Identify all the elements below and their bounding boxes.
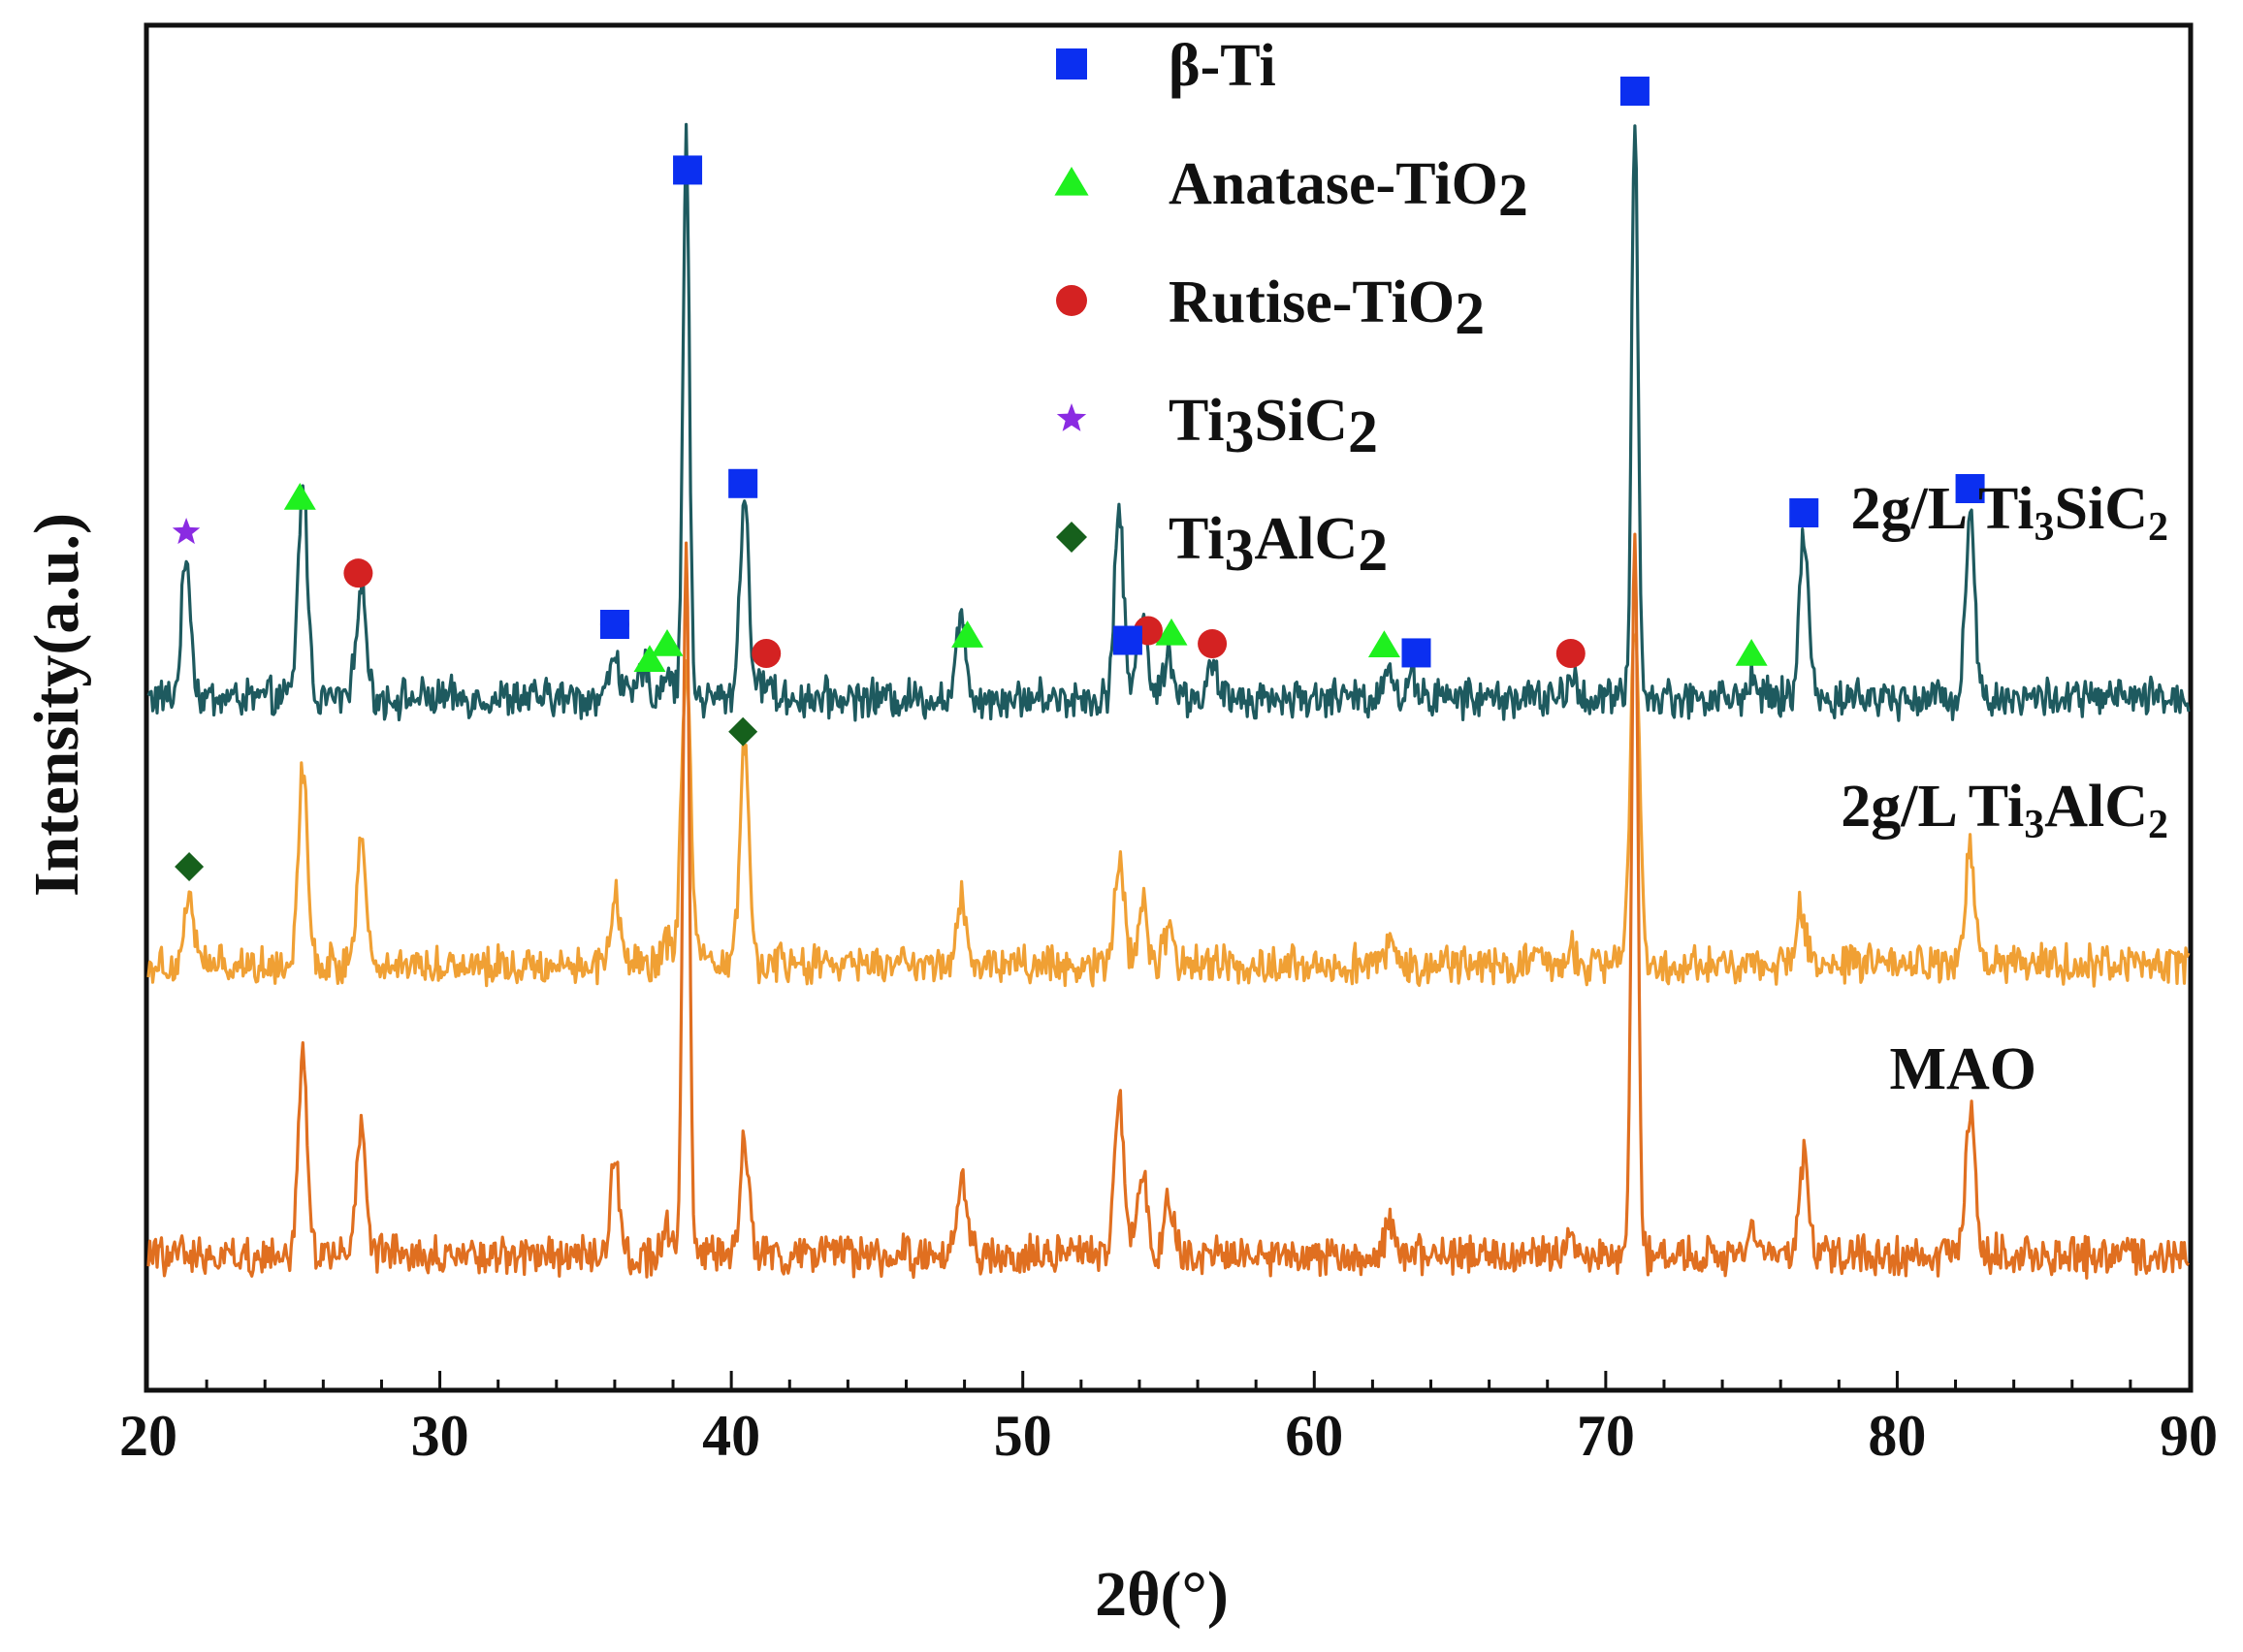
marker-diamond: [728, 716, 758, 747]
legend-label: Rutise-TiO2: [1169, 270, 1485, 347]
y-axis-label: Intensity(a.u.): [21, 513, 92, 897]
x-axis-ticks: 20 30 40 50 60 70 80 90: [119, 1371, 2218, 1468]
marker-circle: [1198, 629, 1228, 658]
marker-triangle: [1367, 630, 1400, 657]
marker-circle: [752, 638, 782, 668]
marker-square: [1619, 77, 1650, 106]
legend-marker-square: [1056, 48, 1087, 79]
series-label-3: MAO: [1889, 1036, 2036, 1102]
marker-triangle: [951, 620, 984, 648]
marker-triangle: [651, 628, 684, 656]
marker-circle: [343, 558, 373, 588]
x-tick-label: 80: [1868, 1404, 1926, 1468]
marker-square: [1401, 638, 1431, 668]
marker-circle: [1555, 639, 1586, 668]
legend: β-Ti Anatase-TiO2 Rutise-TiO2 Ti3SiC2 Ti3AlC…: [1054, 33, 1528, 584]
x-tick-label: 40: [702, 1404, 760, 1468]
marker-square: [599, 610, 629, 639]
marker-square: [1112, 625, 1142, 655]
marker-star: [172, 518, 201, 545]
marker-square: [728, 468, 758, 498]
legend-label: Ti3SiC2: [1169, 388, 1378, 465]
x-axis-label: 2θ(°): [1095, 1559, 1229, 1630]
marker-triangle: [633, 645, 666, 672]
marker-triangle: [283, 483, 316, 510]
marker-square: [1789, 498, 1819, 527]
marker-square: [673, 155, 703, 185]
legend-marker-circle: [1056, 285, 1087, 316]
series-line-2: [146, 631, 2191, 988]
legend-label: Ti3AlC2: [1169, 506, 1388, 584]
x-tick-label: 20: [119, 1404, 177, 1468]
series-label-2: 2g/L Ti3AlC2: [1841, 774, 2168, 847]
marker-triangle: [1155, 618, 1188, 646]
phase-markers: [172, 77, 1985, 881]
legend-label: β-Ti: [1169, 33, 1276, 99]
series-label-1: 2g/L Ti3SiC2: [1851, 476, 2168, 550]
x-tick-label: 60: [1285, 1404, 1343, 1468]
x-tick-label: 70: [1577, 1404, 1635, 1468]
plot-frame: [144, 22, 2194, 1393]
legend-label: Anatase-TiO2: [1169, 151, 1528, 229]
legend-marker-diamond: [1056, 522, 1087, 553]
legend-marker-triangle: [1054, 167, 1089, 196]
x-tick-label: 30: [411, 1404, 469, 1468]
marker-square: [1955, 474, 1985, 503]
marker-diamond: [175, 852, 205, 881]
x-tick-label: 90: [2160, 1404, 2218, 1468]
legend-marker-star: [1056, 403, 1087, 431]
series-line-3: [146, 532, 2190, 1280]
marker-triangle: [1735, 639, 1768, 666]
series-labels: 2g/L Ti3SiC2 2g/L Ti3AlC2 MAO: [1841, 476, 2168, 1102]
x-tick-label: 50: [994, 1404, 1052, 1468]
